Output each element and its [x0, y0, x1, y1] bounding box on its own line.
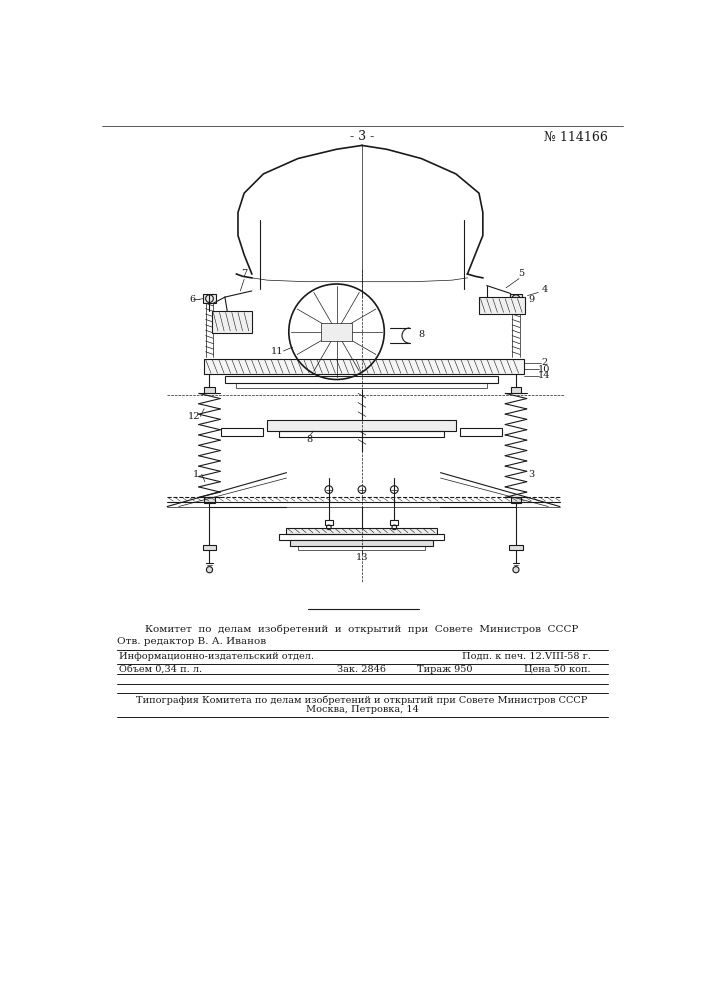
Text: 1: 1 [192, 470, 199, 479]
Bar [267, 420, 456, 431]
Text: Подп. к печ. 12.VIII-58 г.: Подп. к печ. 12.VIII-58 г. [462, 652, 590, 661]
Text: № 114166: № 114166 [544, 130, 608, 143]
Bar [204, 497, 215, 503]
Text: 6: 6 [189, 295, 196, 304]
Bar [460, 428, 502, 436]
Bar [204, 387, 215, 393]
Text: Москва, Петровка, 14: Москва, Петровка, 14 [305, 705, 419, 714]
Bar [298, 546, 425, 550]
Bar [221, 428, 264, 436]
Bar [479, 297, 525, 314]
Text: 4: 4 [542, 285, 547, 294]
Bar [325, 520, 333, 525]
Text: 11: 11 [271, 347, 284, 356]
Bar [510, 387, 521, 393]
Text: 8: 8 [307, 435, 312, 444]
Text: 3: 3 [528, 470, 534, 479]
Text: 9: 9 [528, 295, 534, 304]
Text: Типография Комитета по делам изобретений и открытий при Совете Министров СССР: Типография Комитета по делам изобретений… [136, 696, 588, 705]
Text: - 3 -: - 3 - [350, 130, 374, 143]
Circle shape [513, 567, 519, 573]
Text: 12: 12 [188, 412, 200, 421]
Bar [203, 545, 216, 550]
Bar [286, 528, 437, 534]
Text: 8: 8 [418, 330, 424, 339]
Bar [321, 323, 352, 341]
Bar [509, 545, 523, 550]
Bar [204, 359, 524, 374]
Bar [204, 294, 216, 303]
Circle shape [334, 329, 339, 334]
Text: 14: 14 [538, 371, 551, 380]
Text: 13: 13 [356, 553, 368, 562]
Text: Тираж 950: Тираж 950 [416, 665, 472, 674]
Bar [279, 431, 444, 437]
Text: 7: 7 [241, 269, 247, 278]
Bar [236, 383, 486, 388]
Bar [225, 376, 498, 383]
Bar [212, 311, 252, 333]
Bar [510, 497, 521, 503]
Text: Объем 0,34 п. л.: Объем 0,34 п. л. [119, 665, 202, 674]
Text: Отв. редактор В. А. Иванов: Отв. редактор В. А. Иванов [117, 637, 267, 646]
Text: Комитет  по  делам  изобретений  и  открытий  при  Совете  Министров  СССР: Комитет по делам изобретений и открытий … [145, 625, 578, 634]
Text: Информационно-издательский отдел.: Информационно-издательский отдел. [119, 652, 315, 661]
Bar [390, 520, 398, 525]
Circle shape [206, 567, 213, 573]
Bar [510, 294, 522, 303]
Text: 10: 10 [538, 365, 551, 374]
Text: 2: 2 [542, 358, 547, 367]
Bar [279, 534, 444, 540]
Text: 5: 5 [518, 269, 525, 278]
Bar [291, 540, 433, 546]
Text: Зак. 2846: Зак. 2846 [337, 665, 387, 674]
Text: Цена 50 коп.: Цена 50 коп. [524, 665, 590, 674]
